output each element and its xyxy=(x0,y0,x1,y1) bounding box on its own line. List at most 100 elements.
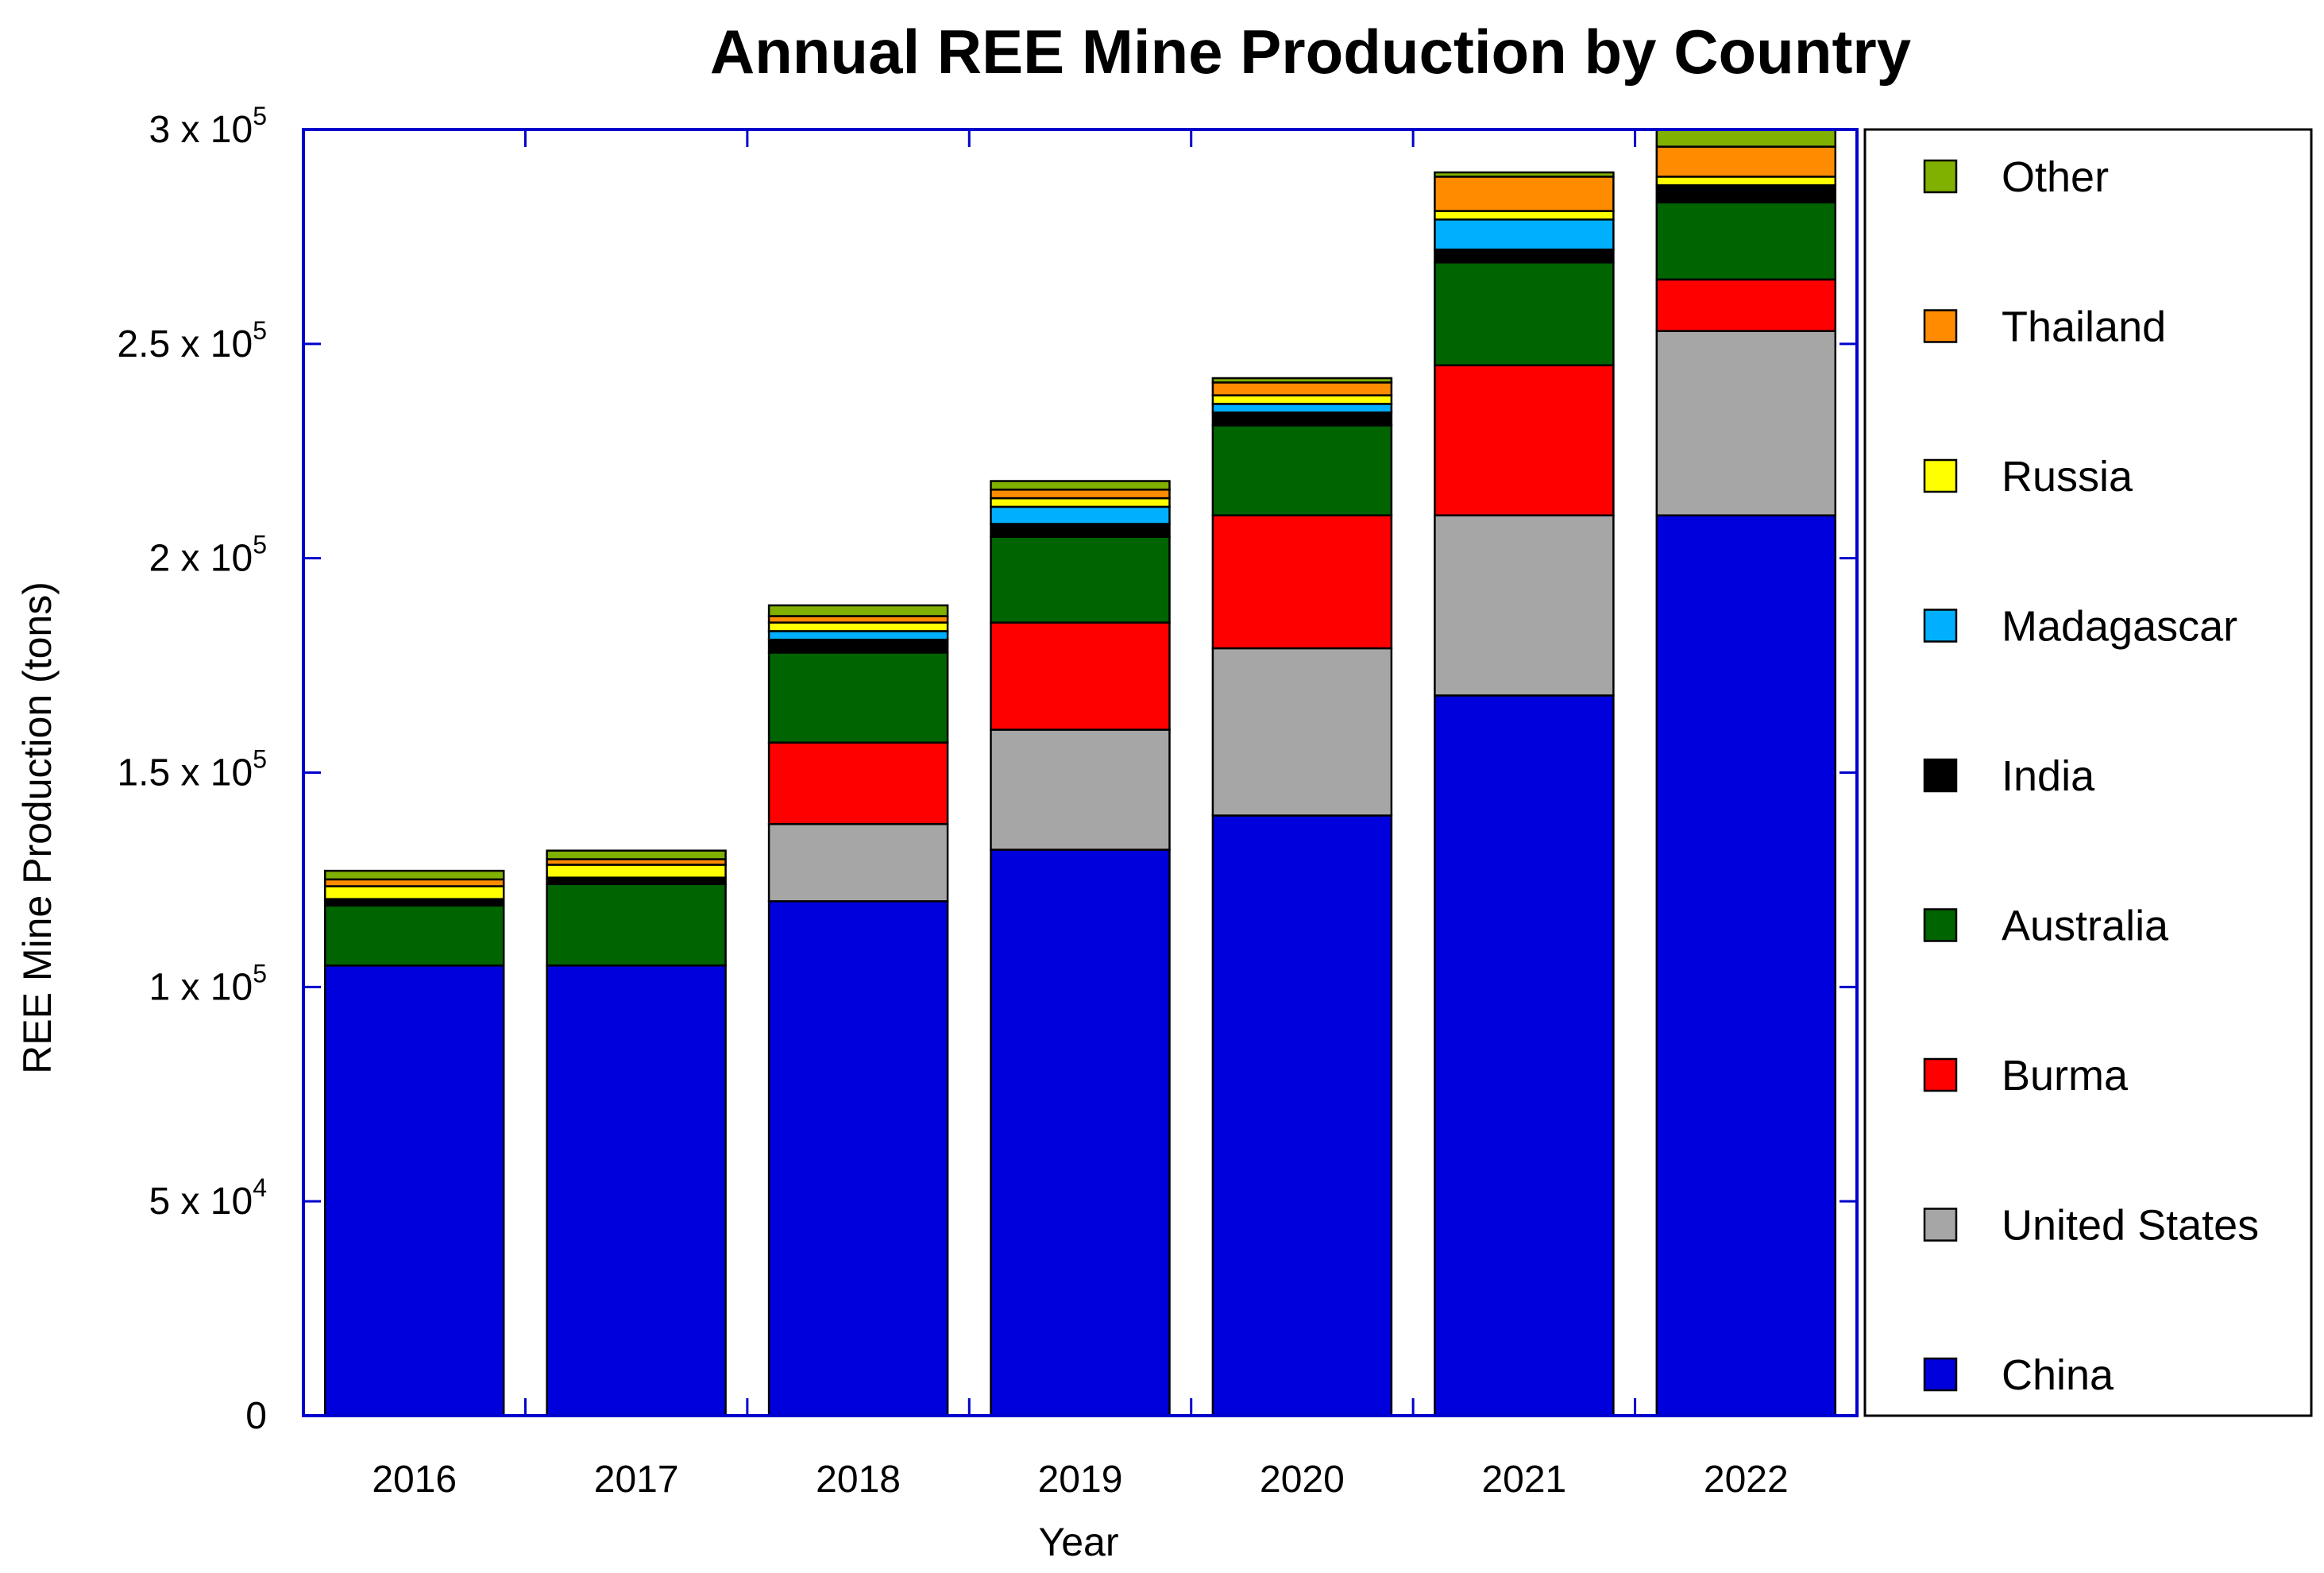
legend-swatch-australia xyxy=(1923,908,1958,942)
bar-segment-india-2022 xyxy=(1655,184,1837,204)
y-tick-label: 1 x 105 xyxy=(149,959,267,1008)
bar-segment-madagascar-2020 xyxy=(1211,403,1393,414)
legend-swatch-thailand xyxy=(1923,309,1958,343)
bar-segment-russia-2019 xyxy=(990,497,1171,508)
legend-label-india: India xyxy=(2002,752,2095,800)
legend-label-other: Other xyxy=(2002,153,2109,201)
y-tick-mantissa: 2 x 10 xyxy=(149,538,253,580)
bar-segment-united-states-2021 xyxy=(1434,514,1615,697)
y-tick-mantissa: 2.5 x 10 xyxy=(117,323,253,365)
bar-segment-russia-2022 xyxy=(1655,176,1837,187)
legend-label-united-states: United States xyxy=(2002,1202,2259,1250)
bar-segment-thailand-2020 xyxy=(1211,381,1393,396)
legend-label-burma: Burma xyxy=(2002,1052,2129,1100)
bar-segment-australia-2022 xyxy=(1655,201,1837,281)
bar-segment-other-2018 xyxy=(767,604,949,617)
y-tick-label: 0 xyxy=(245,1395,267,1437)
bar-segment-other-2022 xyxy=(1655,128,1837,148)
bar-segment-russia-2016 xyxy=(323,885,505,900)
bar-segment-other-2020 xyxy=(1211,377,1393,384)
bar-segment-china-2018 xyxy=(767,900,949,1417)
bar-segment-thailand-2022 xyxy=(1655,145,1837,178)
x-tick-label-2021: 2021 xyxy=(1481,1459,1566,1501)
bar-segment-russia-2017 xyxy=(546,864,727,879)
bar-segment-china-2019 xyxy=(990,848,1171,1417)
bar-segment-madagascar-2018 xyxy=(767,630,949,641)
legend-swatch-other xyxy=(1923,159,1958,194)
x-tick-label-2020: 2020 xyxy=(1260,1459,1345,1501)
legend: Other Thailand Russia Madagascar India Austra… xyxy=(1863,128,2313,1417)
bar-segment-other-2016 xyxy=(323,869,505,881)
axis-ticks xyxy=(303,128,1857,1417)
bars-layer xyxy=(323,128,1837,1417)
bar-segment-russia-2018 xyxy=(767,621,949,632)
bar-segment-other-2021 xyxy=(1434,171,1615,178)
bar-segment-thailand-2021 xyxy=(1434,176,1615,212)
bar-segment-burma-2018 xyxy=(767,741,949,825)
y-tick-mantissa: 1.5 x 10 xyxy=(117,752,253,794)
chart-title: Annual REE Mine Production by Country xyxy=(710,17,1911,87)
legend-label-russia: Russia xyxy=(2002,453,2133,500)
legend-label-madagascar: Madagascar xyxy=(2002,603,2237,651)
bar-segment-india-2021 xyxy=(1434,248,1615,264)
y-tick-exponent: 5 xyxy=(253,745,267,774)
legend-label-australia: Australia xyxy=(2002,902,2169,950)
legend-swatch-united-states xyxy=(1923,1208,1958,1242)
bar-segment-china-2016 xyxy=(323,964,505,1417)
bar-segment-australia-2017 xyxy=(546,883,727,967)
bar-segment-burma-2020 xyxy=(1211,514,1393,650)
x-axis-tick-labels: 2016 2017 2018 2019 2020 2021 2022 xyxy=(372,1459,1788,1501)
y-tick-mantissa: 3 x 10 xyxy=(149,109,253,151)
legend-swatch-russia xyxy=(1923,458,1958,493)
x-tick-label-2018: 2018 xyxy=(816,1459,901,1501)
y-tick-exponent: 5 xyxy=(253,102,267,130)
x-tick-label-2017: 2017 xyxy=(594,1459,679,1501)
y-tick-label: 3 x 105 xyxy=(149,102,267,151)
y-tick-mantissa: 5 x 10 xyxy=(149,1181,253,1223)
y-tick-exponent: 5 xyxy=(253,531,267,559)
bar-segment-china-2020 xyxy=(1211,814,1393,1417)
x-tick-label-2022: 2022 xyxy=(1704,1459,1789,1501)
y-tick-label: 2.5 x 105 xyxy=(117,316,267,365)
legend-swatch-china xyxy=(1923,1357,1958,1392)
bar-segment-india-2019 xyxy=(990,523,1171,538)
bar-segment-madagascar-2021 xyxy=(1434,218,1615,251)
bar-segment-other-2019 xyxy=(990,480,1171,491)
bar-segment-united-states-2018 xyxy=(767,823,949,902)
legend-swatch-burma xyxy=(1923,1057,1958,1092)
bar-segment-united-states-2019 xyxy=(990,729,1171,851)
bar-segment-australia-2018 xyxy=(767,651,949,744)
y-tick-exponent: 4 xyxy=(253,1173,267,1202)
bar-segment-china-2022 xyxy=(1655,514,1837,1417)
bar-segment-burma-2019 xyxy=(990,621,1171,731)
bar-segment-russia-2021 xyxy=(1434,210,1615,221)
bar-segment-united-states-2022 xyxy=(1655,330,1837,516)
bar-segment-australia-2019 xyxy=(990,535,1171,624)
legend-label-thailand: Thailand xyxy=(2002,303,2166,351)
y-tick-exponent: 5 xyxy=(253,316,267,345)
bar-segment-australia-2016 xyxy=(323,904,505,967)
bar-segment-china-2017 xyxy=(546,964,727,1417)
x-tick-label-2016: 2016 xyxy=(372,1459,457,1501)
x-tick-label-2019: 2019 xyxy=(1038,1459,1123,1501)
bar-segment-united-states-2020 xyxy=(1211,647,1393,817)
bar-segment-madagascar-2019 xyxy=(990,505,1171,525)
y-tick-mantissa: 1 x 10 xyxy=(149,966,253,1008)
y-tick-label: 1.5 x 105 xyxy=(117,745,267,794)
bar-segment-india-2018 xyxy=(767,638,949,654)
bar-segment-other-2017 xyxy=(546,849,727,860)
bar-segment-australia-2021 xyxy=(1434,261,1615,367)
y-tick-exponent: 5 xyxy=(253,959,267,987)
bar-segment-australia-2020 xyxy=(1211,424,1393,516)
bar-segment-thailand-2016 xyxy=(323,878,505,887)
bar-segment-india-2020 xyxy=(1211,411,1393,427)
legend-label-china: China xyxy=(2002,1351,2114,1399)
y-tick-mantissa: 0 xyxy=(245,1395,267,1437)
legend-swatch-madagascar xyxy=(1923,609,1958,643)
y-tick-label: 2 x 105 xyxy=(149,531,267,580)
x-axis-title: Year xyxy=(1038,1520,1118,1564)
bar-segment-burma-2022 xyxy=(1655,278,1837,332)
bar-segment-china-2021 xyxy=(1434,694,1615,1417)
bar-segment-russia-2020 xyxy=(1211,394,1393,405)
